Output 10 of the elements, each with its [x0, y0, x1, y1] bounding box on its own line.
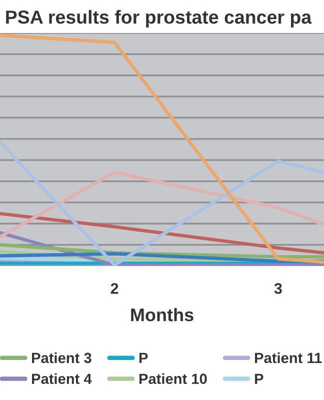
- legend-label: P: [255, 374, 264, 384]
- legend-label: Patient 3: [32, 352, 92, 364]
- x-tick-label: 3: [274, 283, 282, 294]
- x-tick-label: 2: [110, 283, 118, 294]
- legend-label: Patient 4: [32, 373, 92, 384]
- legend-label: Patient 11: [255, 352, 322, 364]
- x-axis-title: Months: [131, 308, 194, 322]
- legend-label: P: [139, 352, 148, 363]
- chart-title: PSA results for prostate cancer pa: [6, 10, 312, 28]
- legend-label: Patient 10: [139, 373, 207, 384]
